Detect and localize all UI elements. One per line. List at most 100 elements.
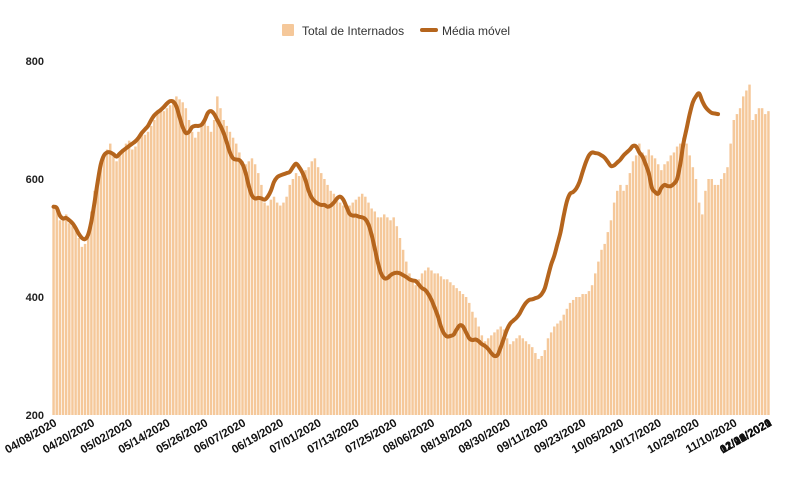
bar [474,317,477,415]
bar [389,220,392,415]
bar [656,164,660,415]
bar [546,338,550,415]
bar [669,155,673,415]
bar [263,202,266,415]
bar [225,125,229,416]
bar [767,111,770,416]
bar [672,152,676,415]
legend-swatch-total-internados [282,24,294,36]
bar [288,184,291,415]
bar [200,125,203,416]
bar [603,243,606,415]
bar [468,302,471,415]
bar [439,276,443,415]
bar [452,285,455,415]
bar [455,288,458,415]
bar [222,120,225,415]
bar [143,134,147,415]
bar [121,149,125,415]
bar [313,158,317,415]
bar [493,332,496,415]
bar [666,161,669,415]
bar [329,190,332,415]
bar [609,220,613,415]
bar [584,294,588,415]
bar [86,235,90,415]
bar [486,338,490,415]
bar [496,329,499,415]
bar [360,193,364,415]
bar [691,167,695,415]
bar [364,196,367,415]
y-tick-label: 400 [26,292,44,304]
bar [379,217,383,415]
bar [471,311,474,415]
bar [316,167,320,415]
bar [310,161,314,415]
bar [96,179,99,415]
bar [760,108,764,415]
bar [549,332,553,415]
bar [332,193,336,415]
bar [269,199,273,415]
bar [304,170,307,415]
bar [156,114,159,415]
bar [216,96,219,416]
bar [729,143,732,415]
legend-label-media-movel: Média móvel [442,24,510,38]
bar [181,102,184,416]
bar [238,152,241,415]
bar [137,137,140,415]
bar [704,190,707,415]
bar [751,120,754,415]
bar [490,335,493,415]
bar [499,326,502,415]
bar [58,220,62,415]
bar [71,226,74,415]
bar [663,164,666,415]
bar [553,326,556,415]
bar [253,164,257,415]
bar [518,335,521,415]
bar [515,338,518,415]
bar [650,155,654,415]
bar [647,149,650,415]
bar [742,96,745,416]
bar [625,184,628,415]
bar [260,184,263,415]
y-tick-label: 200 [26,410,44,422]
bar [420,273,424,415]
bar [531,347,534,415]
bar [575,297,578,415]
bar [74,229,77,415]
bar [134,146,137,416]
bar [131,149,134,415]
y-tick-label: 800 [26,56,44,68]
bar [109,143,112,415]
bar [688,155,691,415]
bar [250,158,254,415]
bar [175,96,178,416]
bar [127,140,131,415]
bar [203,120,206,415]
bar [411,279,414,415]
bar [445,279,449,415]
bar [534,353,537,415]
bar [165,108,169,415]
bar [370,208,373,415]
bar [685,143,688,415]
bar [713,184,717,415]
bar [505,338,509,415]
bar [77,238,80,415]
bar [345,208,348,415]
bar [282,202,285,415]
bar [178,99,181,415]
bar [52,205,55,415]
bar [612,202,616,415]
bar [628,173,632,415]
bar [417,279,421,415]
bar [565,308,569,415]
bar [342,205,345,415]
